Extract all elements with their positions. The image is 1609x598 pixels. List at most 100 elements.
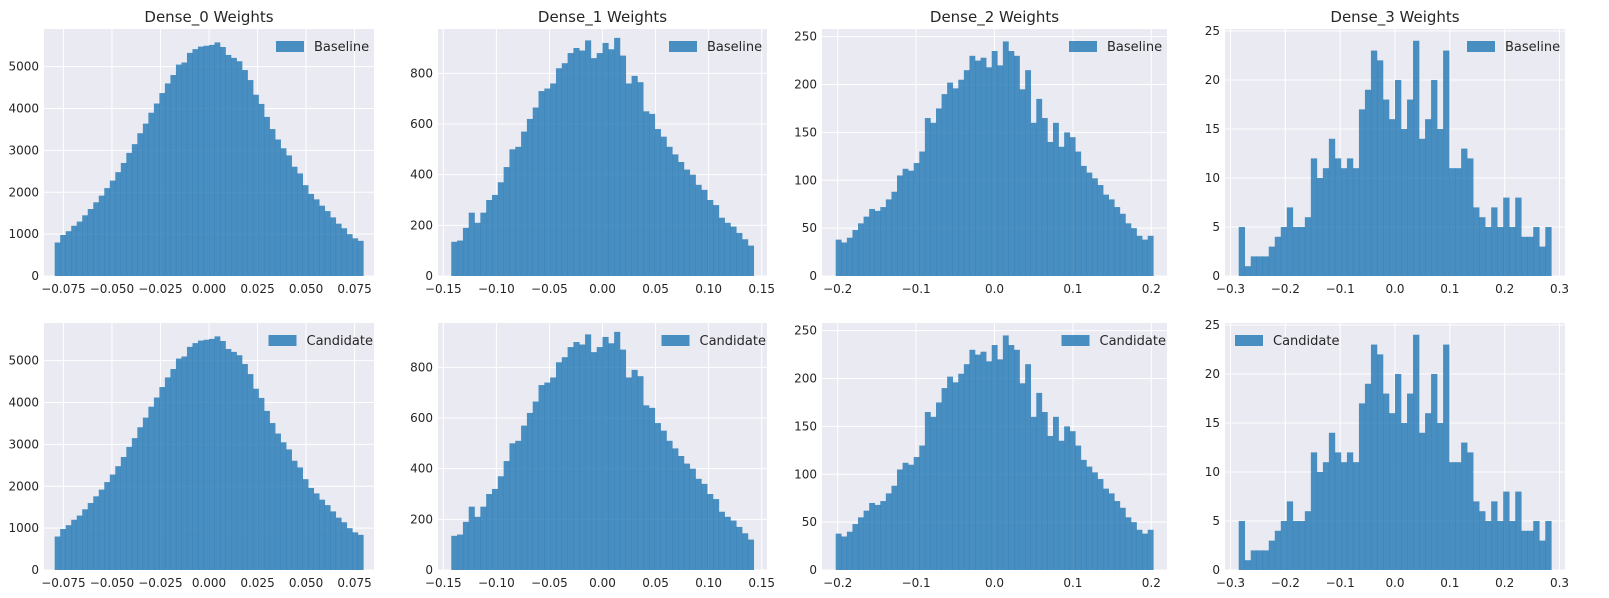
histogram-bar xyxy=(1114,501,1121,570)
histogram-bar xyxy=(253,388,259,570)
y-tick-label: 5 xyxy=(1212,514,1220,528)
histogram-bar xyxy=(718,217,725,276)
histogram-bar xyxy=(486,494,493,570)
histogram-bar xyxy=(1244,266,1252,276)
histogram-bar xyxy=(1431,373,1438,570)
histogram-bar xyxy=(330,217,337,276)
histogram-bar xyxy=(269,129,276,276)
histogram-bar xyxy=(1268,246,1276,276)
x-tick-label: −0.1 xyxy=(1326,576,1355,590)
y-tick-label: 250 xyxy=(794,30,817,44)
histogram-bar xyxy=(986,361,993,570)
x-tick-label: 0.000 xyxy=(192,282,226,296)
x-tick-label: 0.0 xyxy=(985,282,1004,296)
histogram-bar xyxy=(1376,354,1384,570)
histogram-bar xyxy=(980,57,987,276)
histogram-bar xyxy=(841,536,848,570)
y-tick-label: 0 xyxy=(31,269,39,283)
histogram-bar xyxy=(231,57,237,276)
histogram-bar xyxy=(1437,128,1444,276)
histogram-bar xyxy=(87,503,94,570)
legend-label: Baseline xyxy=(707,40,762,55)
histogram-bar xyxy=(313,199,320,276)
y-tick-label: 3000 xyxy=(8,143,39,157)
histogram-bar xyxy=(997,65,1004,276)
x-tick-label: 0.00 xyxy=(589,282,616,296)
histogram-bar xyxy=(1443,344,1450,570)
histogram-bar xyxy=(1431,79,1438,276)
histogram-bar xyxy=(357,534,364,570)
histogram-bar xyxy=(880,501,887,570)
histogram-bar xyxy=(468,212,475,276)
histogram-bar xyxy=(1407,99,1414,276)
histogram-bar xyxy=(1322,168,1330,276)
histogram-bar xyxy=(291,166,298,276)
x-tick-label: 0.1 xyxy=(1063,576,1082,590)
histogram-bar xyxy=(941,388,948,570)
histogram-bar xyxy=(555,68,563,277)
y-tick-label: 5 xyxy=(1212,220,1220,234)
x-tick-label: 0.075 xyxy=(337,282,371,296)
histogram-bar xyxy=(573,342,580,570)
histogram-bar xyxy=(672,154,679,276)
histogram-bar xyxy=(908,464,915,570)
histogram-bar xyxy=(1041,412,1048,570)
histogram-bar xyxy=(666,440,673,570)
histogram-bar xyxy=(1097,479,1104,570)
histogram-bar xyxy=(1013,55,1020,277)
histogram-bar xyxy=(509,443,516,570)
histogram-bar xyxy=(275,139,281,276)
histogram-bar xyxy=(231,351,237,570)
histogram-bar xyxy=(1052,416,1059,570)
histogram-bar xyxy=(1250,550,1258,570)
y-tick-label: 25 xyxy=(1205,24,1220,38)
histogram-bar xyxy=(538,91,545,276)
histogram-bar xyxy=(1274,236,1282,276)
histogram-bar xyxy=(1485,226,1492,276)
histogram-bar xyxy=(550,83,557,276)
x-tick-label: 0.2 xyxy=(1495,576,1514,590)
histogram-bar xyxy=(264,410,270,570)
histogram-bar xyxy=(590,58,597,277)
histogram-bar xyxy=(678,456,685,570)
histogram-bar xyxy=(649,407,656,570)
legend: Baseline xyxy=(276,40,369,55)
y-tick-label: 20 xyxy=(1205,367,1220,381)
histogram-bar xyxy=(1515,197,1522,276)
histogram-bar xyxy=(742,533,749,570)
y-tick-label: 100 xyxy=(794,173,817,187)
histogram-bar xyxy=(701,189,708,276)
histogram-bar xyxy=(958,79,965,276)
histogram-bar xyxy=(76,221,83,276)
x-tick-label: −0.2 xyxy=(1271,282,1300,296)
histogram-bar xyxy=(919,151,926,276)
histogram-bar xyxy=(131,438,138,570)
histogram-bar xyxy=(695,478,702,570)
histogram-bar xyxy=(742,239,749,276)
histogram-bar xyxy=(1047,141,1054,276)
legend-label: Candidate xyxy=(1100,334,1166,349)
y-tick-label: 0 xyxy=(809,269,817,283)
histogram-bar xyxy=(1388,119,1396,276)
histogram-bar xyxy=(82,215,89,276)
histogram-bar xyxy=(109,474,116,570)
histogram-bar xyxy=(93,496,100,570)
histogram-bar xyxy=(1304,511,1312,570)
histogram-bar xyxy=(1358,109,1366,276)
histogram-bar xyxy=(1064,426,1071,570)
x-tick-label: −0.1 xyxy=(1326,282,1355,296)
histogram-bar xyxy=(602,42,609,276)
legend-label: Candidate xyxy=(700,334,766,349)
histogram-bar xyxy=(503,461,510,570)
histogram-bar xyxy=(1262,550,1270,570)
legend-label: Baseline xyxy=(1107,40,1162,55)
histogram-bar xyxy=(1238,520,1246,570)
histogram-bar xyxy=(308,487,315,570)
x-tick-label: −0.075 xyxy=(41,576,85,590)
histogram-bar xyxy=(1388,413,1396,570)
histogram-bar xyxy=(986,67,993,276)
histogram-bar xyxy=(324,211,331,276)
histogram-bar xyxy=(1136,235,1143,276)
legend-swatch xyxy=(1061,335,1090,346)
y-tick-label: 5000 xyxy=(8,60,39,74)
